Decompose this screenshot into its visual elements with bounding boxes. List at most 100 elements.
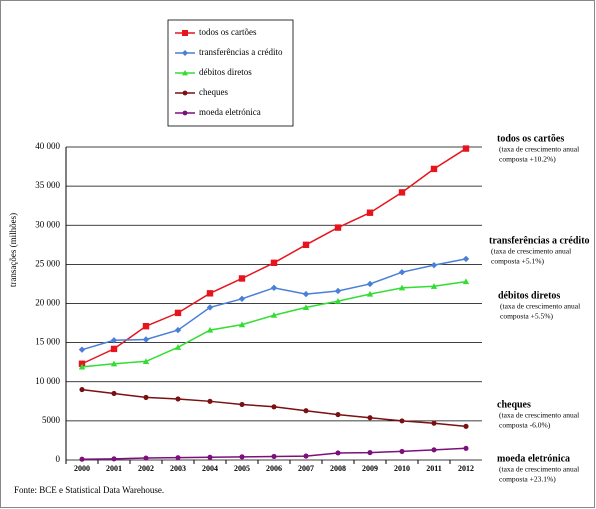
y-tick-label: 35 000 bbox=[35, 180, 60, 190]
marker bbox=[399, 418, 405, 424]
marker bbox=[302, 241, 310, 249]
y-tick-label: 0 bbox=[56, 454, 61, 464]
annotation-text: composta +23.1%) bbox=[499, 475, 556, 484]
x-tick-label: 2002 bbox=[138, 464, 154, 473]
marker bbox=[398, 269, 406, 276]
marker bbox=[182, 70, 188, 76]
y-axis-label: transações (milhões) bbox=[8, 213, 18, 287]
marker bbox=[399, 448, 405, 454]
marker bbox=[111, 390, 117, 397]
x-tick-label: 2005 bbox=[234, 464, 250, 473]
marker bbox=[110, 360, 118, 367]
marker bbox=[175, 396, 181, 402]
annotation-text: (taxa de crescimento anual bbox=[500, 302, 580, 311]
marker bbox=[270, 312, 278, 318]
y-tick-label: 40 000 bbox=[35, 141, 60, 151]
marker bbox=[142, 336, 150, 343]
x-tick-label: 2012 bbox=[458, 464, 474, 473]
x-tick-label: 2000 bbox=[74, 464, 90, 473]
legend-label: transferências a crédito bbox=[199, 47, 283, 57]
marker bbox=[303, 408, 309, 414]
marker bbox=[462, 278, 470, 285]
marker bbox=[430, 283, 438, 289]
marker bbox=[270, 284, 278, 292]
marker bbox=[335, 450, 341, 456]
marker bbox=[431, 420, 437, 426]
marker bbox=[207, 398, 213, 404]
x-tick-label: 2009 bbox=[362, 464, 378, 473]
marker bbox=[238, 275, 246, 282]
marker bbox=[239, 401, 245, 408]
x-tick-label: 2008 bbox=[330, 464, 346, 473]
marker bbox=[142, 358, 150, 364]
marker bbox=[206, 290, 214, 297]
annotation-title: todos os cartões bbox=[497, 133, 564, 144]
marker bbox=[366, 290, 374, 297]
marker bbox=[271, 404, 277, 410]
annotation-text: composta +5.5%) bbox=[500, 312, 553, 321]
marker bbox=[142, 322, 150, 330]
annotation-text: composta +10.2%) bbox=[499, 155, 556, 164]
x-tick-label: 2011 bbox=[426, 464, 442, 473]
y-tick-label: 5000 bbox=[42, 415, 61, 425]
marker bbox=[430, 165, 438, 173]
annotation-text: composta +5.1%) bbox=[491, 257, 544, 266]
marker bbox=[182, 90, 188, 96]
annotation-title: cheques bbox=[497, 399, 531, 410]
source: Fonte: BCE e Statistical Data Warehouse. bbox=[14, 485, 164, 495]
marker bbox=[463, 423, 469, 429]
y-tick-label: 25 000 bbox=[35, 258, 60, 268]
x-tick-label: 2001 bbox=[106, 464, 122, 473]
marker bbox=[335, 412, 341, 418]
y-tick-label: 15 000 bbox=[35, 337, 60, 347]
marker bbox=[110, 337, 118, 344]
marker bbox=[78, 346, 86, 353]
x-tick-label: 2004 bbox=[202, 464, 218, 473]
marker bbox=[110, 345, 118, 353]
marker bbox=[182, 110, 188, 116]
annotation-text: (taxa de crescimento anual bbox=[491, 247, 571, 256]
marker bbox=[174, 326, 182, 334]
marker bbox=[143, 455, 149, 461]
x-tick-label: 2003 bbox=[170, 464, 186, 473]
annotation-title: moeda eletrónica bbox=[497, 453, 570, 464]
marker bbox=[367, 415, 373, 421]
marker bbox=[366, 209, 374, 216]
marker bbox=[398, 189, 406, 196]
marker bbox=[334, 224, 342, 231]
marker bbox=[302, 304, 310, 310]
marker bbox=[111, 456, 117, 462]
marker bbox=[174, 344, 182, 350]
marker bbox=[206, 304, 214, 311]
y-tick-label: 10 000 bbox=[35, 376, 60, 386]
marker bbox=[206, 326, 214, 333]
marker bbox=[302, 290, 310, 298]
marker bbox=[239, 454, 245, 460]
marker bbox=[79, 387, 85, 393]
marker bbox=[303, 453, 309, 459]
x-tick-label: 2006 bbox=[266, 464, 282, 473]
annotation-text: composta -6.0%) bbox=[499, 421, 551, 430]
marker bbox=[366, 280, 374, 288]
marker bbox=[270, 259, 278, 267]
legend-label: moeda eletrónica bbox=[199, 107, 261, 117]
marker bbox=[182, 30, 188, 36]
marker bbox=[398, 284, 406, 291]
marker bbox=[143, 394, 149, 400]
marker bbox=[207, 454, 213, 460]
annotation-text: (taxa de crescimento anual bbox=[499, 465, 579, 474]
marker bbox=[79, 456, 85, 462]
annotation-title: transferências a crédito bbox=[489, 235, 590, 246]
marker bbox=[462, 255, 470, 263]
marker bbox=[175, 455, 181, 461]
y-tick-label: 20 000 bbox=[35, 298, 60, 308]
marker bbox=[334, 297, 342, 304]
x-tick-label: 2007 bbox=[298, 464, 314, 473]
marker bbox=[367, 450, 373, 456]
marker bbox=[238, 295, 246, 303]
marker bbox=[334, 287, 342, 295]
legend-label: cheques bbox=[199, 87, 228, 97]
